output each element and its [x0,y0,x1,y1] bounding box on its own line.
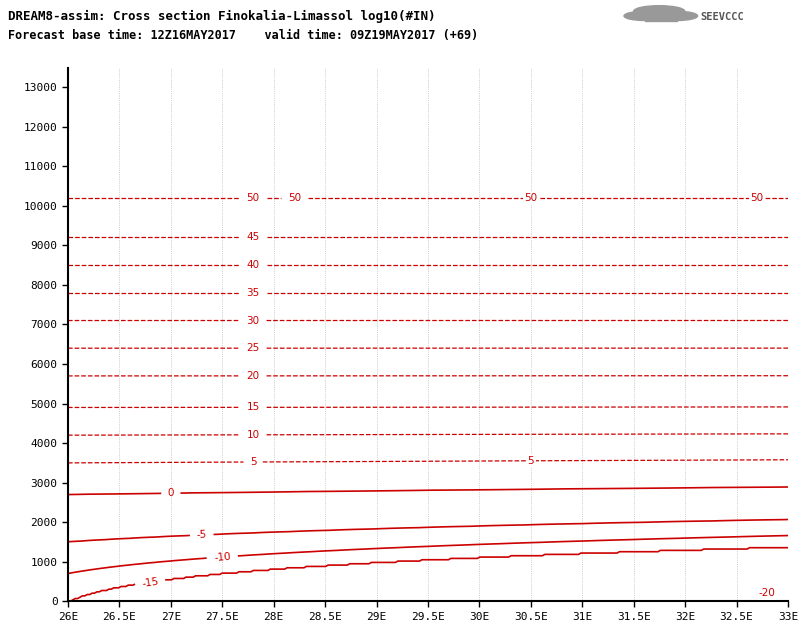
Circle shape [634,6,685,17]
Text: 50: 50 [288,193,301,203]
Text: -20: -20 [759,588,776,598]
Text: 25: 25 [246,343,260,353]
Text: 50: 50 [524,193,538,203]
Text: 45: 45 [246,233,260,242]
Text: 15: 15 [246,403,260,412]
Text: 5: 5 [527,456,534,466]
Text: 40: 40 [246,260,260,270]
Text: SEEVCCC: SEEVCCC [701,12,745,22]
Text: Forecast base time: 12Z16MAY2017    valid time: 09Z19MAY2017 (+69): Forecast base time: 12Z16MAY2017 valid t… [8,29,478,42]
Text: 30: 30 [246,316,260,325]
Text: 35: 35 [246,288,260,298]
Text: 0: 0 [167,488,174,498]
Text: 50: 50 [246,193,260,203]
Text: DREAM8-assim: Cross section Finokalia-Limassol log10(#IN): DREAM8-assim: Cross section Finokalia-Li… [8,10,435,23]
Text: -10: -10 [214,552,231,563]
Circle shape [656,12,698,21]
Text: 5: 5 [250,457,257,467]
Text: -5: -5 [196,530,207,540]
Bar [645,15,677,21]
Text: 10: 10 [246,430,260,440]
Text: 50: 50 [750,193,764,203]
Text: 20: 20 [246,371,260,381]
Text: -15: -15 [141,576,159,589]
Circle shape [624,12,666,21]
